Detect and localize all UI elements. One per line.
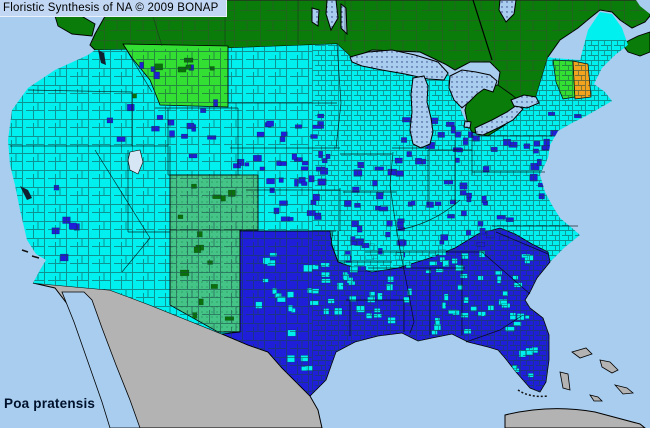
lake-huron — [448, 69, 498, 109]
puget-sound — [98, 50, 106, 65]
san-francisco-bay — [20, 186, 32, 200]
state-borders — [10, 43, 578, 343]
ontario-quebec-border — [472, 0, 493, 61]
lake-st-clair — [463, 120, 472, 129]
province-borders — [147, 0, 346, 47]
nova-scotia-region — [621, 31, 650, 57]
lake-ontario — [510, 94, 540, 109]
great-lakes — [311, 0, 540, 149]
lake-superior — [349, 49, 449, 81]
james-bay — [498, 0, 517, 23]
lake-erie — [474, 104, 524, 136]
lake-michigan — [409, 75, 434, 149]
map-title-bar: Floristic Synthesis of NA © 2009 BONAP — [0, 0, 227, 17]
gulf-of-california — [61, 291, 141, 428]
lake-winnipegosis — [340, 2, 348, 36]
species-name-label: Poa pratensis — [4, 396, 96, 411]
lake-winnipeg — [325, 0, 339, 32]
florida-keys — [517, 389, 549, 398]
bahamas-islands — [559, 347, 634, 402]
channel-islands — [21, 249, 40, 259]
cuba-region — [504, 408, 646, 428]
lake-manitoba — [311, 7, 320, 27]
gulf-st-lawrence-corner — [636, 0, 650, 14]
